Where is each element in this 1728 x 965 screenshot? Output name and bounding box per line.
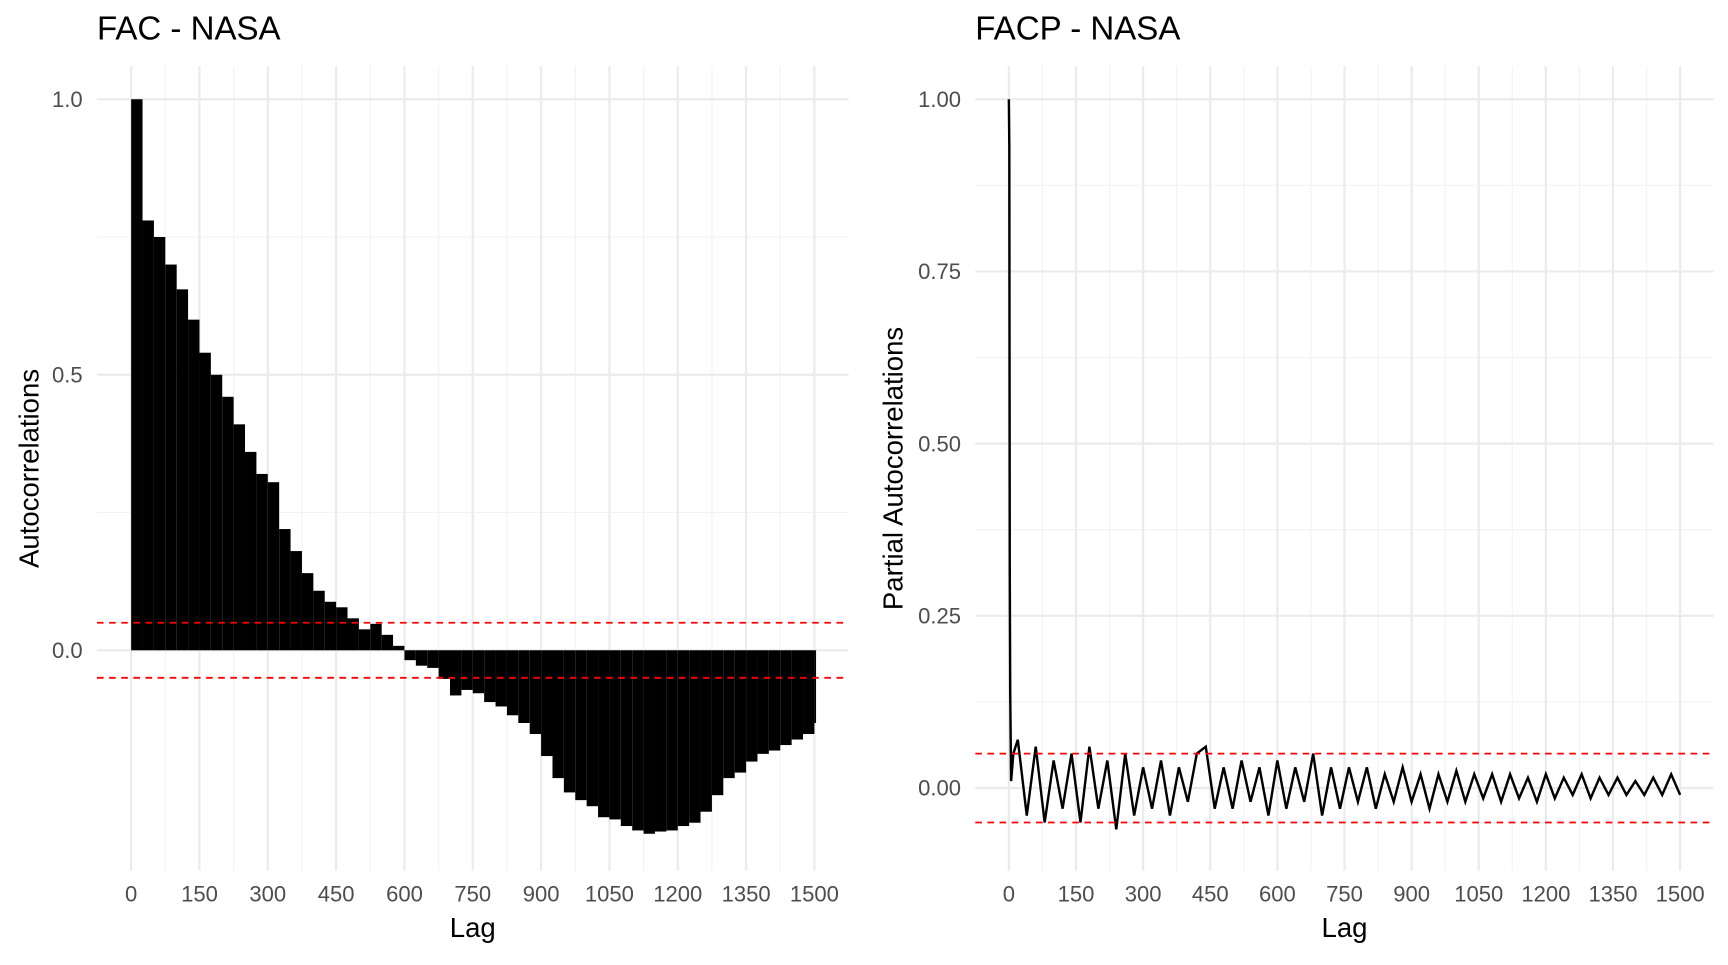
- y-axis-title: Autocorrelations: [14, 369, 45, 568]
- acf-bar: [461, 650, 473, 690]
- acf-bar: [153, 237, 166, 651]
- acf-bar: [188, 319, 200, 651]
- y-tick-label: 0.50: [918, 431, 961, 456]
- acf-bar: [677, 650, 690, 827]
- acf-bar: [700, 650, 712, 812]
- acf-bar: [427, 650, 439, 668]
- acf-bar: [233, 424, 246, 651]
- x-axis-title: Lag: [1322, 912, 1368, 943]
- x-tick-label: 1200: [1521, 882, 1570, 907]
- x-tick-label: 1050: [585, 882, 634, 907]
- x-tick-label: 1500: [1656, 882, 1705, 907]
- x-tick-label: 1350: [722, 882, 771, 907]
- acf-bar: [210, 374, 223, 651]
- acf-bar: [450, 650, 462, 696]
- y-tick-label: 1.00: [918, 87, 961, 112]
- x-tick-label: 750: [1326, 882, 1363, 907]
- acf-bar: [552, 650, 564, 779]
- x-tick-label: 600: [1259, 882, 1296, 907]
- acf-bar: [711, 650, 724, 796]
- acf-bar: [757, 650, 769, 754]
- x-tick-label: 300: [249, 882, 286, 907]
- acf-bar: [506, 650, 519, 716]
- x-tick-label: 900: [1393, 882, 1430, 907]
- x-tick-label: 1050: [1454, 882, 1503, 907]
- acf-bar: [609, 650, 621, 820]
- acf-bar: [484, 650, 496, 703]
- acf-bar: [279, 529, 291, 651]
- acf-bar: [222, 396, 234, 651]
- acf-bar: [518, 650, 530, 723]
- acf-bar: [290, 551, 302, 651]
- y-tick-label: 0.0: [52, 638, 83, 663]
- chart-title: FAC - NASA: [97, 11, 281, 48]
- x-tick-label: 1350: [1588, 882, 1637, 907]
- y-tick-label: 0.00: [918, 776, 961, 801]
- x-tick-label: 300: [1125, 882, 1162, 907]
- acf-bar: [313, 590, 325, 651]
- acf-bar: [734, 650, 747, 773]
- acf-bar: [267, 482, 280, 651]
- y-tick-label: 1.0: [52, 87, 83, 112]
- x-tick-label: 150: [181, 882, 218, 907]
- x-tick-label: 150: [1058, 882, 1095, 907]
- x-tick-label: 1200: [653, 882, 702, 907]
- y-tick-label: 0.5: [52, 362, 83, 387]
- acf-bar: [393, 645, 405, 651]
- acf-bar: [563, 650, 576, 793]
- acf-bar: [723, 650, 735, 779]
- acf-bar: [370, 623, 382, 651]
- y-tick-label: 0.25: [918, 604, 961, 629]
- x-tick-label: 450: [318, 882, 355, 907]
- acf-bar: [654, 650, 667, 832]
- chart-title: FACP - NASA: [975, 11, 1180, 48]
- x-tick-label: 750: [454, 882, 491, 907]
- x-tick-label: 0: [1003, 882, 1015, 907]
- acf-bar: [643, 650, 655, 834]
- acf-bar: [199, 352, 211, 651]
- acf-bar: [142, 220, 154, 651]
- x-tick-label: 450: [1192, 882, 1229, 907]
- acf-bar: [347, 618, 359, 651]
- acf-bar: [598, 650, 610, 818]
- acf-bar: [415, 650, 428, 666]
- acf-bar: [256, 473, 268, 651]
- acf-bar: [176, 289, 189, 651]
- acf-bar: [472, 650, 485, 694]
- x-tick-label: 600: [386, 882, 423, 907]
- acf-bar: [746, 650, 758, 762]
- acf-bar: [131, 99, 143, 651]
- acf-bar: [575, 650, 587, 801]
- acf-bar: [586, 650, 599, 807]
- x-tick-label: 900: [523, 882, 560, 907]
- acf-bar: [814, 650, 817, 723]
- x-axis-title: Lag: [450, 912, 496, 943]
- acf-bar: [336, 607, 348, 651]
- acf-bar: [632, 650, 644, 831]
- pacf-line: [1007, 99, 1682, 830]
- acf-bar: [381, 634, 394, 651]
- x-tick-label: 1500: [790, 882, 839, 907]
- x-tick-label: 0: [125, 882, 137, 907]
- acf-bar: [666, 650, 678, 831]
- acf-bar: [803, 650, 815, 735]
- acf-bar: [689, 650, 701, 823]
- acf-bar: [324, 601, 337, 651]
- acf-bar: [768, 650, 781, 751]
- acf-bar: [791, 650, 804, 740]
- acf-bar: [301, 573, 314, 651]
- acf-bar: [404, 650, 416, 661]
- acf-bar: [165, 264, 177, 651]
- y-axis-title: Partial Autocorrelations: [878, 327, 909, 610]
- acf-bar: [529, 650, 542, 735]
- acf-bar: [245, 451, 257, 651]
- y-tick-label: 0.75: [918, 259, 961, 284]
- acf-bar: [358, 629, 371, 651]
- acf-bar: [541, 650, 553, 757]
- acf-bar: [620, 650, 633, 827]
- acf-bar: [780, 650, 792, 746]
- acf-bar: [438, 650, 450, 679]
